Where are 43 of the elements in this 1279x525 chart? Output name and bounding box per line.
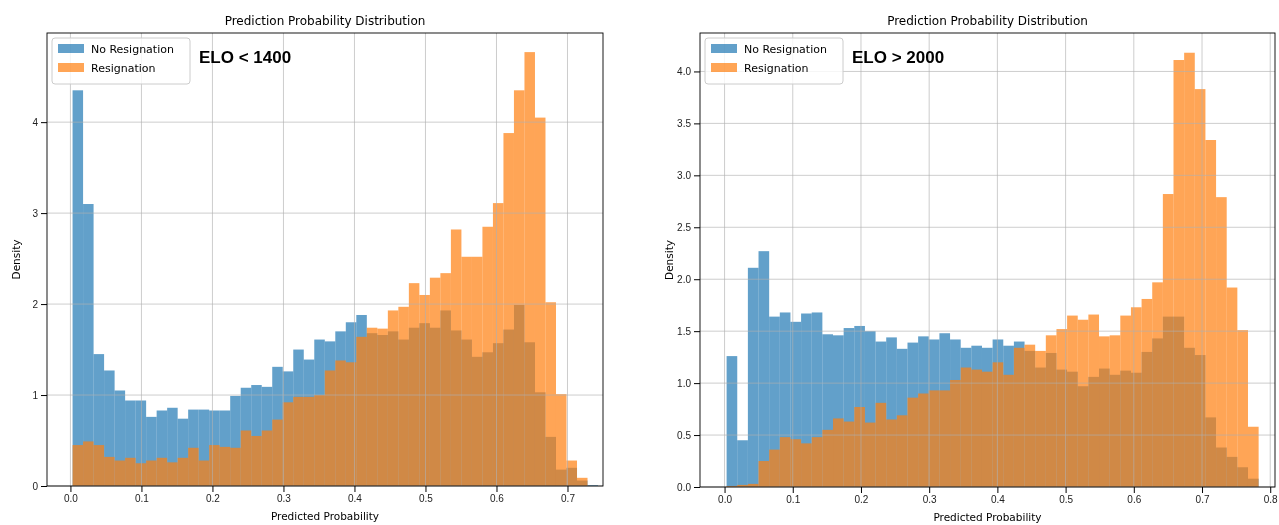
- x-tick-label: 0.5: [1059, 494, 1074, 506]
- y-tick-label: 0: [32, 480, 39, 492]
- y-tick-label: 3: [32, 207, 39, 219]
- x-tick-label: 0.1: [786, 494, 801, 506]
- y-tick-label: 3.5: [677, 118, 692, 130]
- y-tick-label: 2: [32, 298, 39, 310]
- y-axis-title: Density: [10, 239, 22, 280]
- x-tick-label: 0.8: [1263, 494, 1279, 506]
- x-tick-label: 0.6: [490, 493, 505, 505]
- y-tick-label: 3.0: [677, 170, 692, 182]
- legend-label: Resignation: [91, 62, 156, 75]
- x-axis-title: Predicted Probability: [270, 510, 380, 522]
- x-tick-label: 0.2: [854, 494, 869, 506]
- legend-label: No Resignation: [744, 43, 827, 56]
- x-tick-label: 0.2: [206, 493, 221, 505]
- y-tick-label: 1: [32, 389, 39, 401]
- y-tick-label: 4.0: [677, 66, 692, 78]
- y-axis-title: Density: [663, 240, 675, 280]
- x-tick-label: 0.3: [922, 494, 938, 506]
- x-tick-label: 0.7: [1195, 494, 1210, 506]
- y-tick-label: 2.5: [677, 221, 692, 233]
- x-tick-label: 0.7: [561, 493, 576, 505]
- y-tick-label: 1.5: [677, 325, 692, 337]
- y-tick-label: 1.0: [677, 377, 692, 389]
- x-tick-label: 0.0: [718, 494, 733, 506]
- x-tick-label: 0.0: [63, 493, 79, 505]
- chart-title: Prediction Probability Distribution: [887, 14, 1088, 28]
- x-tick-label: 0.5: [419, 493, 434, 505]
- annotation: ELO < 1400: [199, 48, 292, 67]
- x-tick-label: 0.4: [990, 494, 1006, 506]
- chart-title: Prediction Probability Distribution: [224, 14, 426, 28]
- y-tick-label: 4: [32, 116, 39, 128]
- x-tick-label: 0.1: [134, 493, 150, 505]
- annotation: ELO > 2000: [852, 48, 945, 67]
- y-tick-label: 2.0: [677, 273, 692, 285]
- x-tick-label: 0.3: [277, 493, 292, 505]
- y-tick-label: 0.5: [677, 429, 692, 441]
- x-tick-label: 0.4: [348, 493, 363, 505]
- y-tick-label: 0.0: [677, 481, 692, 493]
- x-tick-label: 0.6: [1127, 494, 1142, 506]
- legend-label: No Resignation: [91, 43, 174, 56]
- x-axis-title: Predicted Probability: [933, 511, 1042, 523]
- legend-label: Resignation: [744, 62, 809, 75]
